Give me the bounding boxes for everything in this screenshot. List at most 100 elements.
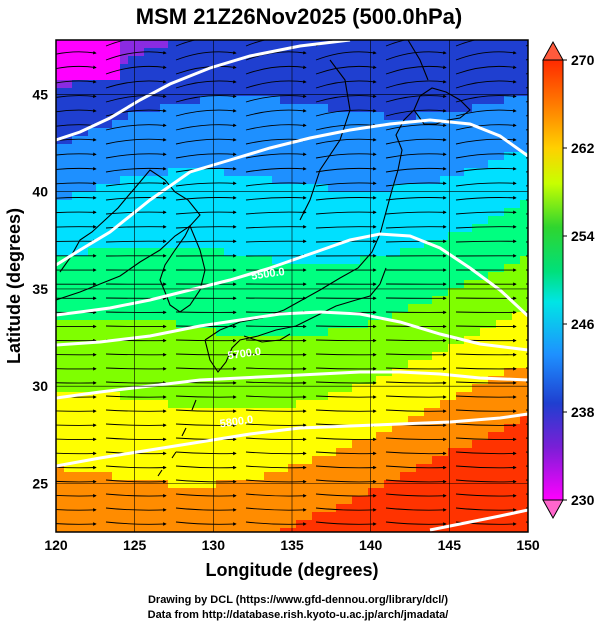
field-cell xyxy=(360,136,369,145)
field-cell xyxy=(440,272,449,281)
field-cell xyxy=(512,288,521,297)
streamline xyxy=(455,493,517,498)
field-cell xyxy=(216,104,225,113)
streamline xyxy=(315,65,377,75)
field-cell xyxy=(496,64,505,73)
field-cell xyxy=(144,392,153,401)
field-cell xyxy=(72,96,81,105)
field-cell xyxy=(440,168,449,177)
field-cell xyxy=(88,176,97,185)
field-cell xyxy=(104,376,113,385)
field-cell xyxy=(408,480,417,489)
field-cell xyxy=(248,488,257,497)
field-cell xyxy=(472,224,481,233)
field-cell xyxy=(376,408,385,417)
field-cell xyxy=(368,288,377,297)
field-cell xyxy=(456,312,465,321)
field-cell xyxy=(360,448,369,457)
field-cell xyxy=(208,128,217,137)
streamline xyxy=(56,409,97,413)
field-cell xyxy=(272,464,281,473)
field-cell xyxy=(448,504,457,513)
field-cell xyxy=(352,440,361,449)
field-cell xyxy=(416,456,425,465)
field-cell xyxy=(208,248,217,257)
field-cell xyxy=(272,88,281,97)
field-cell xyxy=(80,136,89,145)
field-cell xyxy=(240,456,249,465)
streamline xyxy=(245,381,307,385)
streamline xyxy=(245,367,307,371)
field-cell xyxy=(480,512,489,521)
field-cell xyxy=(56,272,65,281)
field-cell xyxy=(312,264,321,273)
field-cell xyxy=(192,192,201,201)
field-cell xyxy=(320,224,329,233)
field-cell xyxy=(112,520,121,529)
field-cell xyxy=(496,464,505,473)
field-cell xyxy=(224,56,233,65)
field-cell xyxy=(192,144,201,153)
field-cell xyxy=(472,408,481,417)
field-cell xyxy=(208,392,217,401)
field-cell xyxy=(344,232,353,241)
field-cell xyxy=(384,488,393,497)
field-cell xyxy=(416,416,425,425)
field-cell xyxy=(56,456,65,465)
field-cell xyxy=(480,248,489,257)
field-cell xyxy=(272,344,281,353)
field-cell xyxy=(496,344,505,353)
field-cell xyxy=(208,408,217,417)
field-cell xyxy=(448,432,457,441)
field-cell xyxy=(256,96,265,105)
field-cell xyxy=(136,192,145,201)
colorbar-min-arrow xyxy=(542,499,564,520)
field-cell xyxy=(448,136,457,145)
field-cell xyxy=(312,80,321,89)
field-cell xyxy=(144,320,153,329)
field-cell xyxy=(224,288,233,297)
field-cell xyxy=(304,480,313,489)
field-cell xyxy=(264,416,273,425)
field-cell xyxy=(400,288,409,297)
streamline xyxy=(455,79,517,89)
streamline xyxy=(385,239,447,244)
field-cell xyxy=(224,184,233,193)
field-cell xyxy=(440,232,449,241)
x-tick-label: 140 xyxy=(359,537,383,553)
field-cell xyxy=(112,512,121,521)
field-cell xyxy=(248,152,257,161)
field-cell xyxy=(152,400,161,409)
field-cell xyxy=(352,416,361,425)
field-cell xyxy=(248,80,257,89)
field-cell xyxy=(432,480,441,489)
field-cell xyxy=(112,432,121,441)
field-cell xyxy=(160,488,169,497)
field-cell xyxy=(272,496,281,505)
field-cell xyxy=(272,152,281,161)
field-cell xyxy=(280,344,289,353)
field-cell xyxy=(280,368,289,377)
field-cell xyxy=(504,96,513,105)
field-cell xyxy=(368,528,377,532)
field-cell xyxy=(512,472,521,481)
field-cell xyxy=(520,496,528,505)
field-cell xyxy=(472,80,481,89)
field-cell xyxy=(384,112,393,121)
field-cell xyxy=(456,152,465,161)
field-cell xyxy=(240,480,249,489)
field-cell xyxy=(376,64,385,73)
field-cell xyxy=(104,312,113,321)
field-cell xyxy=(352,112,361,121)
field-cell xyxy=(64,368,73,377)
field-cell xyxy=(360,152,369,161)
field-cell xyxy=(112,288,121,297)
field-cell xyxy=(448,264,457,273)
field-cell xyxy=(168,248,177,257)
field-cell xyxy=(392,64,401,73)
streamline xyxy=(455,181,517,187)
field-cell xyxy=(280,288,289,297)
field-cell xyxy=(392,248,401,257)
field-cell xyxy=(424,288,433,297)
